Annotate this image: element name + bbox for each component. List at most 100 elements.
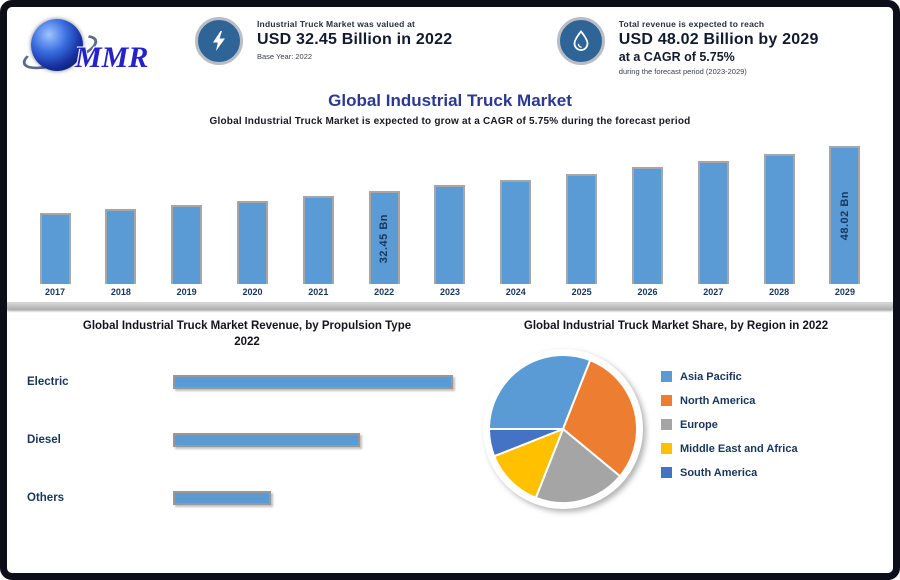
bar-group-2026: 2026 [617,135,677,297]
bar-2025 [566,174,598,284]
hbar-chart: Electric Diesel Others [21,372,473,508]
pie-slice-south-america [487,427,564,458]
bar-value-label-2029: 48.02 Bn [838,191,851,241]
bar-group-2028: 2028 [749,135,809,297]
bar-2023 [434,185,466,284]
bar-group-2029: 48.02 Bn 2029 [815,135,875,297]
bar-group-2019: 2019 [157,135,217,297]
year-label-2022: 2022 [374,287,395,297]
stat-block-forecast-2029: Total revenue is expected to reach USD 4… [556,17,873,76]
bar-2021 [302,196,334,284]
region-section: Global Industrial Truck Market Share, by… [473,319,879,513]
bar-group-2027: 2027 [683,135,743,297]
stat1-line2: USD 32.45 Billion in 2022 [257,31,453,48]
legend-item-south-america: South America [661,467,798,479]
year-label-2027: 2027 [703,287,724,297]
bar-value-label-2022: 32.45 Bn [378,213,391,264]
legend-item-north-america: North America [661,395,798,407]
bar-2029: 48.02 Bn [829,146,861,284]
hbar-row-electric: Electric [21,372,473,392]
page-title: Global Industrial Truck Market [328,91,572,110]
hbar-electric [173,375,453,390]
propulsion-title-line1: Global Industrial Truck Market Revenue, … [82,320,412,332]
legend-swatch-europe [661,419,672,431]
bar-2028 [763,154,795,284]
year-label-2023: 2023 [439,287,460,297]
bar-group-2018: 2018 [91,135,151,297]
region-chart-title: Global Industrial Truck Market Share, by… [523,320,829,332]
legend-label-asia-pacific: Asia Pacific [680,370,742,383]
hbar-label-diesel: Diesel [27,434,61,447]
pie-chart [483,348,643,509]
bar-group-2024: 2024 [486,135,546,297]
bar-2024 [500,180,532,284]
mmr-logo: MMR [18,17,173,79]
pie-area: Asia Pacific North America Europe Middle Ea… [473,345,879,513]
globe-icon [31,19,83,71]
stat1-line3: Base Year: 2022 [257,52,313,61]
year-label-2020: 2020 [242,287,263,297]
year-label-2017: 2017 [44,287,66,297]
hbar-row-others: Others [21,488,473,508]
legend-swatch-south-america [661,467,672,479]
year-label-2019: 2019 [176,287,197,297]
legend-label-south-america: South America [680,466,758,479]
page-subtitle: Global Industrial Truck Market is expect… [209,116,691,127]
hbar-label-others: Others [27,492,65,505]
legend-item-middle-east-and-africa: Middle East and Africa [661,443,798,455]
stat2-line1: Total revenue is expected to reach [618,19,765,29]
bottom-sections: Global Industrial Truck Market Revenue, … [7,309,893,513]
year-label-2028: 2028 [769,287,790,297]
year-label-2021: 2021 [308,287,329,297]
pie-slice-asia-pacific [487,353,592,430]
lightning-icon [195,17,243,65]
bar-group-2021: 2021 [288,135,348,297]
legend-swatch-asia-pacific [661,371,672,383]
pie-legend: Asia Pacific North America Europe Middle Ea… [661,371,798,491]
bar-2027 [697,161,729,284]
pie-slice-middle-east-and-africa [492,426,565,499]
hbar-label-electric: Electric [27,376,69,389]
hbar-others [173,491,271,506]
bar-2017 [39,213,71,284]
water-drop-icon [556,17,605,65]
logo-text: MMR [75,41,149,74]
stat1-text: Industrial Truck Market was valued at US… [257,17,452,61]
pie-slice-north-america [561,358,638,478]
legend-label-north-america: North America [680,394,756,407]
stat1-line1: Industrial Truck Market was valued at [257,19,416,29]
stat2-line2: USD 48.02 Billion by 2029 [618,31,819,48]
stat2-line3: at a CAGR of 5.75% [618,50,735,64]
bar-group-2025: 2025 [552,135,612,297]
legend-item-europe: Europe [661,419,798,431]
year-label-2025: 2025 [571,287,592,297]
bar-group-2020: 2020 [222,135,282,297]
header: MMR Industrial Truck Market was valued a… [7,7,893,85]
hbar-row-diesel: Diesel [21,430,473,450]
bar-2026 [631,167,663,284]
stat-block-market-size-2022: Industrial Truck Market was valued at US… [195,17,521,65]
hbar-diesel [173,433,360,448]
bar-2018 [105,209,137,284]
propulsion-title-line2: 2022 [234,335,260,348]
bar-group-2022: 32.45 Bn 2022 [354,135,414,297]
bar-2019 [171,205,203,284]
section-divider [7,302,893,309]
year-label-2018: 2018 [110,287,131,297]
legend-swatch-middle-east-and-africa [661,443,672,455]
stat2-line4: during the forecast period (2023-2029) [618,67,747,76]
year-label-2024: 2024 [505,287,526,297]
bar-2022: 32.45 Bn [368,191,400,284]
bar-chart: 2017 2018 2019 2020 2021 32.45 Bn 2022 2023 2024… [25,135,875,297]
legend-label-middle-east-and-africa: Middle East and Africa [680,442,798,455]
bar-group-2017: 2017 [25,135,85,297]
year-label-2029: 2029 [834,287,855,297]
legend-swatch-north-america [661,395,672,407]
stat2-text: Total revenue is expected to reach USD 4… [619,17,819,76]
year-label-2026: 2026 [637,287,658,297]
legend-item-asia-pacific: Asia Pacific [661,371,798,383]
bar-2020 [236,201,268,284]
propulsion-chart-title: Global Industrial Truck Market Revenue, … [21,319,473,350]
pie-slice-europe [534,426,622,504]
